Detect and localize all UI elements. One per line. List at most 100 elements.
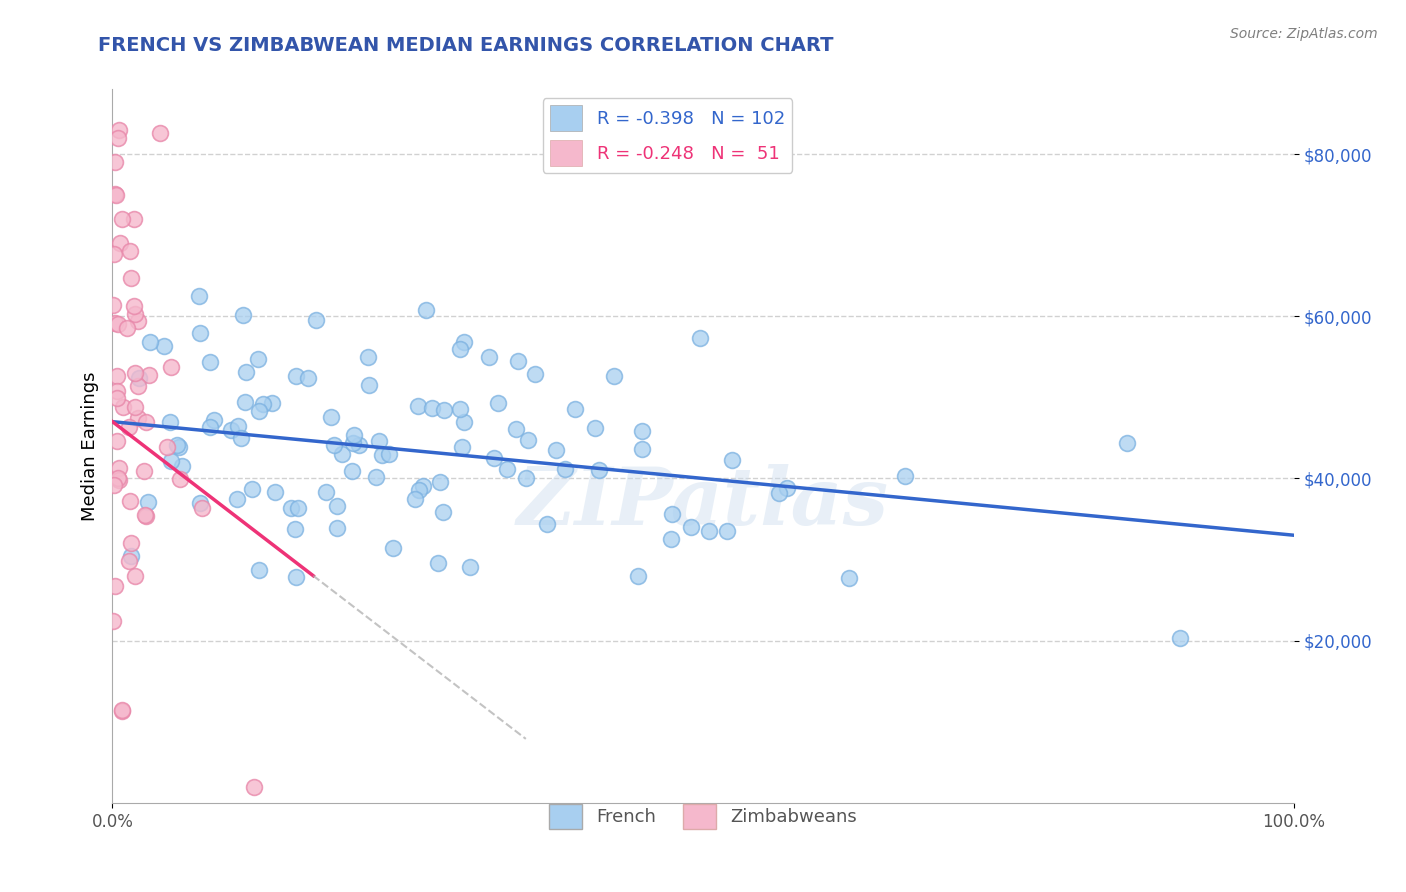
Point [342, 464, 364, 478]
Point [138, 368, 160, 382]
Point [170, 458, 193, 473]
Point [188, 496, 211, 510]
Point [135, 415, 157, 429]
Point [768, 485, 790, 500]
Point [138, 335, 160, 350]
Point [689, 331, 711, 345]
Point [132, 464, 155, 478]
Point [243, 780, 266, 794]
Point [202, 412, 225, 426]
Point [124, 400, 146, 414]
Point [226, 419, 249, 434]
Point [127, 314, 149, 328]
Point [247, 404, 270, 418]
Point [284, 570, 307, 584]
Point [661, 508, 683, 522]
Point [478, 350, 501, 364]
Point [602, 368, 624, 383]
Point [412, 478, 434, 492]
Point [453, 334, 475, 349]
Point [120, 244, 142, 259]
Point [381, 541, 404, 556]
Point [107, 131, 129, 145]
Point [583, 420, 606, 434]
Point [103, 247, 125, 261]
Point [159, 453, 181, 467]
Point [564, 402, 586, 417]
Point [240, 482, 263, 496]
Point [252, 397, 274, 411]
Point [233, 394, 256, 409]
Point [117, 420, 139, 434]
Point [427, 557, 450, 571]
Point [120, 271, 142, 285]
Point [122, 299, 145, 313]
Point [893, 468, 915, 483]
Point [721, 453, 744, 467]
Point [226, 491, 249, 506]
Point [486, 396, 509, 410]
Point [105, 384, 128, 398]
Point [187, 289, 209, 303]
Point [121, 536, 143, 550]
Point [679, 519, 702, 533]
Point [482, 450, 505, 465]
Point [108, 122, 131, 136]
Point [415, 302, 437, 317]
Point [775, 481, 797, 495]
Point [496, 462, 519, 476]
Point [330, 447, 353, 461]
Point [326, 499, 349, 513]
Text: ZIPatlas: ZIPatlas [517, 465, 889, 541]
Point [120, 549, 142, 563]
Point [117, 554, 139, 568]
Point [188, 326, 211, 340]
Point [105, 434, 128, 448]
Point [408, 399, 430, 413]
Text: FRENCH VS ZIMBABWEAN MEDIAN EARNINGS CORRELATION CHART: FRENCH VS ZIMBABWEAN MEDIAN EARNINGS COR… [98, 36, 834, 54]
Point [105, 392, 128, 406]
Point [429, 475, 451, 490]
Point [198, 419, 221, 434]
Point [661, 533, 683, 547]
Point [378, 447, 401, 461]
Point [347, 437, 370, 451]
Point [107, 471, 129, 485]
Point [449, 343, 471, 357]
Legend: French, Zimbabweans: French, Zimbabweans [541, 797, 865, 837]
Point [280, 501, 302, 516]
Point [297, 371, 319, 385]
Point [110, 236, 132, 251]
Point [160, 360, 183, 375]
Point [136, 495, 159, 509]
Point [420, 401, 443, 415]
Point [368, 434, 391, 448]
Point [508, 354, 530, 368]
Point [104, 187, 127, 202]
Point [516, 433, 538, 447]
Point [105, 187, 128, 202]
Point [627, 568, 650, 582]
Point [631, 442, 654, 456]
Point [342, 436, 364, 450]
Point [104, 579, 127, 593]
Point [453, 415, 475, 429]
Point [124, 367, 146, 381]
Point [262, 396, 284, 410]
Point [155, 440, 177, 454]
Point [404, 492, 426, 507]
Point [120, 494, 142, 508]
Y-axis label: Median Earnings: Median Earnings [80, 371, 98, 521]
Point [554, 462, 576, 476]
Point [103, 614, 125, 628]
Point [544, 442, 567, 457]
Point [697, 524, 720, 539]
Point [458, 560, 481, 574]
Point [315, 485, 337, 500]
Point [122, 212, 145, 227]
Point [159, 416, 181, 430]
Point [588, 463, 610, 477]
Point [104, 316, 127, 330]
Point [524, 368, 547, 382]
Point [284, 522, 307, 536]
